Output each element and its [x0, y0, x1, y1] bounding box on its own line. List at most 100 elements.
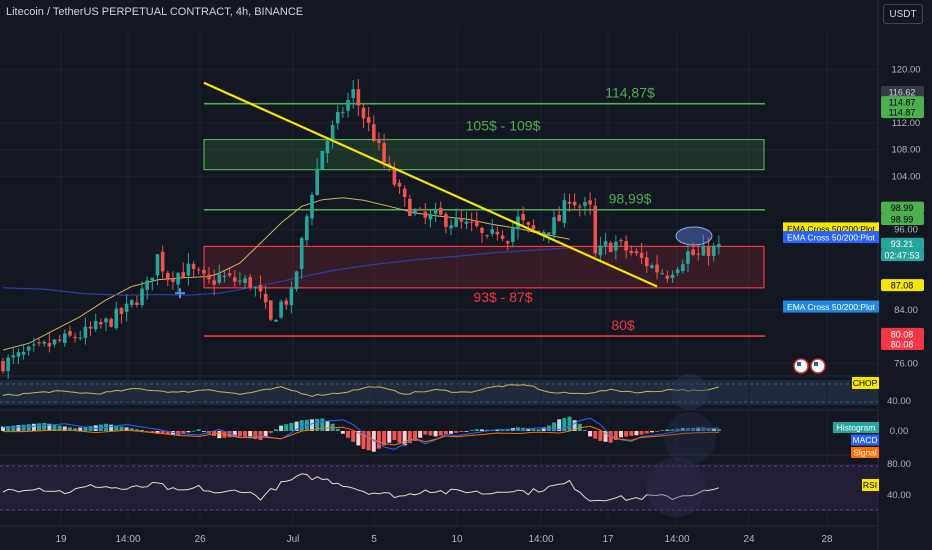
macd-histogram-bar: [196, 429, 201, 431]
candle-body: [583, 202, 587, 207]
candle-body: [279, 301, 283, 318]
price-axis-tag-label: 87.08: [891, 281, 914, 291]
macd-histogram-bar: [562, 417, 567, 431]
candle-body: [598, 245, 603, 256]
candle-body: [315, 168, 319, 196]
candle-body: [588, 200, 592, 205]
macd-histogram-bar: [16, 425, 21, 431]
ema200-line: [2, 247, 570, 296]
price-axis-tag: [881, 249, 924, 262]
candle-body: [423, 211, 428, 218]
rsi-axis-label: 40.00: [887, 490, 911, 501]
indicator-legend-label: EMA Cross 50/200:Plot: [787, 233, 876, 243]
candle-body: [160, 251, 165, 272]
currency-button[interactable]: USDT: [883, 4, 923, 24]
price-axis-tag: [881, 237, 924, 250]
price-axis-tag-label: 98.99: [891, 215, 914, 225]
candle-body: [335, 112, 340, 124]
price-axis-label: 112.00: [892, 118, 920, 129]
macd-histogram-bar: [279, 425, 284, 431]
candle-body: [572, 201, 577, 206]
candle-body: [78, 337, 83, 339]
candle-body: [361, 107, 366, 119]
macd-histogram-bar: [624, 431, 629, 437]
candle-body: [397, 182, 402, 187]
candle-body: [32, 344, 36, 346]
time-axis-label: 14:00: [664, 534, 689, 545]
candle-body: [310, 194, 314, 219]
macd-histogram-bar: [582, 430, 587, 431]
candle-body: [253, 287, 258, 289]
candle-body: [614, 241, 618, 251]
price-axis-tag: [881, 201, 924, 214]
macd-histogram-bar: [402, 431, 407, 446]
candle-body: [269, 300, 273, 320]
candle-body: [681, 264, 685, 272]
macd-histogram-bar: [392, 431, 397, 440]
price-zone: [203, 138, 765, 171]
macd-histogram-bar: [114, 425, 119, 431]
macd-histogram-bar: [387, 431, 392, 443]
macd-histogram-bar: [711, 428, 716, 431]
candle-body: [608, 242, 613, 253]
candle-body: [258, 285, 263, 292]
candle-body: [217, 274, 222, 283]
price-axis-tag-label: 114.87: [889, 108, 916, 118]
candle-body: [619, 240, 623, 242]
candle-body: [495, 231, 500, 235]
candle-body: [531, 225, 536, 230]
macd-histogram-bar: [62, 426, 67, 431]
macd-histogram-bar: [356, 431, 361, 446]
macd-histogram-bar: [531, 428, 536, 431]
candle-body: [119, 308, 124, 314]
candle-body: [93, 321, 98, 330]
time-axis-label: 10: [451, 534, 463, 545]
macd-histogram-bar: [57, 425, 62, 431]
chop-line: [2, 384, 720, 398]
time-axis-label: 19: [55, 534, 67, 545]
macd-histogram-bar: [485, 429, 490, 431]
macd-histogram-bar: [67, 427, 72, 431]
indicator-panes: [1, 374, 721, 517]
macd-histogram-bar: [243, 431, 248, 438]
candle-body: [402, 188, 407, 197]
candle-body: [68, 331, 72, 336]
macd-histogram-bar: [619, 431, 623, 438]
time-axis-label: 26: [194, 534, 206, 545]
price-axis-tag: [881, 213, 924, 226]
candle-body: [670, 274, 675, 278]
macd-histogram-bar: [170, 431, 175, 436]
candle-body: [644, 257, 649, 267]
macd-histogram-bar: [716, 429, 721, 431]
candle-body: [449, 225, 453, 229]
macd-histogram-bar: [660, 430, 665, 431]
candle-body: [480, 227, 484, 233]
macd-histogram-bar: [613, 431, 618, 440]
candle-body: [42, 341, 46, 344]
macd-histogram-bar: [160, 431, 165, 435]
candle-body: [21, 352, 26, 355]
candle-body: [16, 352, 21, 357]
price-level-label: 98,99$: [609, 191, 652, 207]
price-axis-tag: [881, 279, 924, 292]
rsi-line: [2, 473, 720, 502]
price-axis-label: 96.00: [894, 225, 918, 236]
price-axis-label: 84.00: [894, 305, 918, 316]
macd-histogram-bar: [371, 431, 376, 452]
candle-body: [88, 326, 93, 329]
macd-histogram-bar: [253, 431, 258, 440]
candle-body: [341, 111, 345, 113]
candle-body: [320, 150, 325, 170]
macd-histogram-bar: [382, 431, 387, 446]
candle-body: [392, 168, 397, 185]
candle-body: [413, 209, 417, 214]
candle-body: [500, 235, 505, 239]
trendline: [203, 81, 658, 288]
pane-backgrounds: [0, 0, 879, 550]
macd-histogram-bar: [134, 429, 139, 431]
candle-body: [202, 270, 206, 274]
candle-body: [63, 333, 67, 344]
macd-histogram-bar: [639, 431, 644, 435]
candle-body: [567, 201, 572, 204]
